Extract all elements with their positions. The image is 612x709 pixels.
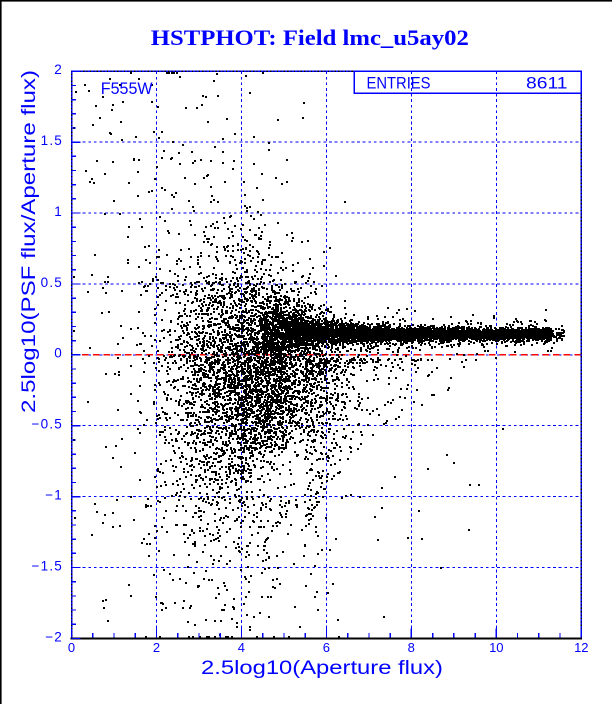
svg-text:0.5: 0.5: [41, 275, 63, 290]
svg-text:4: 4: [238, 640, 245, 655]
svg-text:0: 0: [68, 640, 75, 655]
svg-text:−1.5: −1.5: [32, 558, 63, 573]
svg-text:1: 1: [54, 204, 63, 219]
svg-text:ENTRIES: ENTRIES: [367, 74, 431, 93]
svg-text:12: 12: [574, 640, 588, 655]
svg-text:2.5log10(PSF flux/Aperture flu: 2.5log10(PSF flux/Aperture flux): [18, 70, 40, 413]
svg-text:−1: −1: [45, 488, 63, 503]
svg-text:−2: −2: [45, 629, 63, 644]
svg-text:8611: 8611: [526, 74, 568, 93]
svg-text:F555W: F555W: [101, 79, 153, 98]
svg-text:8: 8: [408, 640, 415, 655]
svg-text:0: 0: [54, 346, 63, 361]
svg-text:10: 10: [489, 640, 503, 655]
svg-text:1.5: 1.5: [41, 133, 63, 148]
svg-text:2: 2: [153, 640, 160, 655]
svg-text:HSTPHOT: Field lmc_u5ay02: HSTPHOT: Field lmc_u5ay02: [151, 25, 469, 50]
svg-text:2: 2: [54, 62, 63, 77]
svg-text:6: 6: [323, 640, 330, 655]
svg-text:2.5log10(Aperture flux): 2.5log10(Aperture flux): [201, 657, 443, 679]
svg-text:−0.5: −0.5: [32, 417, 63, 432]
